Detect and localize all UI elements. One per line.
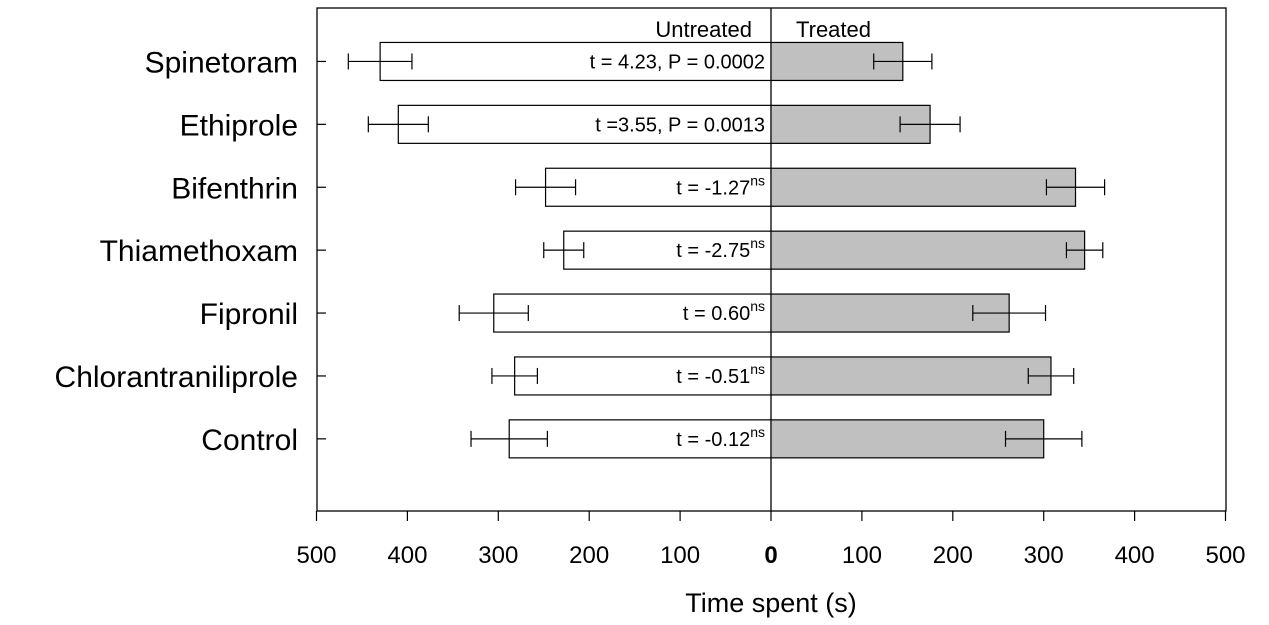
bars-group — [379, 41, 1086, 459]
error-bars-group — [347, 53, 1106, 447]
stat-annotation-bifenthrin: t = -1.27ns — [676, 172, 765, 199]
error-bar-treated-spinetoram — [873, 53, 933, 70]
error-bar-treated-bifenthrin — [1045, 179, 1106, 196]
stat-annotation-ethiprole: t =3.55, P = 0.0013 — [595, 114, 765, 136]
x-axis-label: Time spent (s) — [685, 588, 857, 618]
error-bar-untreated-fipronil — [458, 305, 529, 322]
error-bar-treated-ethiprole — [899, 116, 961, 133]
stat-annotation-spinetoram: t = 4.23, P = 0.0002 — [590, 51, 765, 73]
error-bar-untreated-bifenthrin — [514, 179, 577, 196]
stat-annotation-fipronil: t = 0.60ns — [683, 298, 765, 325]
annotations-group: t = 4.23, P = 0.0002 t =3.55, P = 0.0013 t… — [590, 51, 765, 450]
bar-treated-control — [770, 419, 1045, 459]
x-tick-label-2: 300 — [478, 542, 518, 569]
category-label-thiamethoxam: Thiamethoxam — [100, 235, 298, 268]
error-bar-untreated-ethiprole — [367, 116, 429, 133]
category-label-chlorantraniliprole: Chlorantraniliprole — [55, 361, 298, 394]
stat-annotation-thiamethoxam: t = -2.75ns — [676, 235, 765, 262]
x-tick-label-6: 100 — [842, 542, 882, 569]
error-bar-treated-chlorantraniliprole — [1027, 367, 1075, 384]
x-tick-label-7: 200 — [933, 542, 973, 569]
x-tick-label-0: 500 — [296, 542, 336, 569]
side-label-untreated: Untreated — [655, 17, 752, 42]
x-tick-label-3: 200 — [569, 542, 609, 569]
x-tick-label-1: 400 — [387, 542, 427, 569]
bar-untreated-chlorantraniliprole — [514, 356, 772, 396]
error-bar-untreated-control — [470, 430, 548, 447]
stat-annotation-control: t = -0.12ns — [676, 424, 765, 451]
error-bar-untreated-spinetoram — [347, 53, 413, 70]
error-bar-treated-thiamethoxam — [1065, 242, 1104, 259]
error-bar-untreated-chlorantraniliprole — [491, 367, 538, 384]
category-labels-group: Spinetoram Ethiprole Bifenthrin Thiamethoxa… — [55, 46, 326, 457]
category-label-spinetoram: Spinetoram — [145, 46, 298, 79]
error-bar-treated-fipronil — [972, 305, 1047, 322]
category-label-ethiprole: Ethiprole — [180, 109, 298, 142]
bar-untreated-thiamethoxam — [563, 230, 772, 270]
x-tick-label-10: 500 — [1205, 542, 1245, 569]
bar-untreated-ethiprole — [397, 104, 772, 144]
stat-annotation-chlorantraniliprole: t = -0.51ns — [676, 361, 765, 388]
x-ticks-group: 500 400 300 200 100 0 100 200 300 400 500 — [296, 511, 1246, 569]
category-label-fipronil: Fipronil — [200, 298, 298, 331]
bar-treated-chlorantraniliprole — [770, 356, 1052, 396]
bar-treated-thiamethoxam — [770, 230, 1086, 270]
category-label-control: Control — [201, 424, 298, 457]
error-bar-treated-control — [1004, 430, 1083, 447]
error-bar-untreated-thiamethoxam — [543, 242, 585, 259]
side-label-treated: Treated — [796, 17, 871, 42]
bar-untreated-fipronil — [493, 293, 772, 333]
x-tick-label-5: 0 — [764, 542, 777, 569]
x-tick-label-8: 300 — [1024, 542, 1064, 569]
x-tick-label-4: 100 — [660, 542, 700, 569]
category-label-bifenthrin: Bifenthrin — [171, 172, 298, 205]
x-tick-label-9: 400 — [1115, 542, 1155, 569]
bar-treated-bifenthrin — [770, 167, 1077, 207]
